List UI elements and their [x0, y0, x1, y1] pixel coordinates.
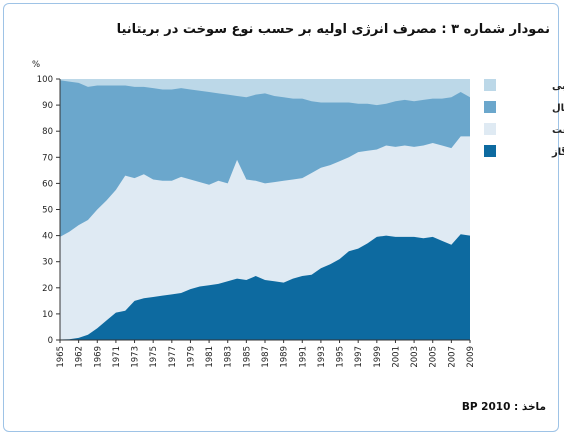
x-tick-label: 1981: [205, 346, 215, 368]
x-tick-label: 1995: [336, 346, 346, 368]
x-tick-labels: 1965 1962 1969 1971 1973 1975 1977 1979 1981 1983…: [56, 340, 476, 368]
legend-swatch-gas: [484, 145, 496, 157]
x-tick-label: 1999: [373, 346, 383, 368]
legend-label-oil: نفت: [552, 125, 564, 136]
x-tick-label: 1979: [186, 346, 196, 368]
legend-swatch-nuclear-hydro: [484, 79, 496, 91]
y-tick-label: 80: [42, 127, 53, 137]
y-tick-label: 40: [42, 232, 53, 242]
y-tick-label: 50: [42, 206, 53, 216]
area-gas: [60, 234, 470, 340]
x-tick-label: 1987: [261, 346, 271, 368]
source-note: ماخذ : BP 2010: [461, 401, 546, 413]
y-tick-label: 30: [42, 258, 53, 268]
area-layers: [60, 79, 470, 340]
x-tick-label: 2007: [447, 346, 457, 368]
y-tick-label: 60: [42, 179, 53, 189]
y-tick-label: 0: [48, 336, 53, 346]
x-tick-label: 1971: [112, 346, 122, 368]
y-tick-label: 70: [42, 153, 53, 163]
x-tick-label: 1973: [131, 346, 141, 368]
legend-swatch-oil: [484, 123, 496, 135]
x-tick-label: 2001: [391, 346, 401, 368]
legend-label-gas: گاز: [551, 145, 564, 158]
x-tick-label: 1997: [354, 346, 364, 368]
x-tick-label: 2009: [466, 346, 476, 368]
x-tick-label: 1989: [280, 346, 290, 368]
y-tick-label: 10: [42, 310, 53, 320]
x-tick-label: 1991: [298, 346, 308, 368]
y-tick-labels: 0 10 20 30 40 50 60 70 80 90 100: [37, 75, 60, 346]
x-tick-label: 2005: [429, 346, 439, 368]
x-tick-label: 1977: [168, 346, 178, 368]
x-tick-label: 2003: [410, 346, 420, 368]
y-tick-label: 100: [37, 75, 53, 85]
x-tick-label: 1962: [75, 346, 85, 368]
legend-label-nuclear-hydro: هسته‌ای / آبی: [552, 79, 564, 92]
x-tick-label: 1975: [149, 346, 159, 368]
legend: هسته‌ای / آبی ذغال نفت گاز: [484, 79, 564, 158]
x-tick-label: 1969: [93, 346, 103, 368]
y-tick-label: 20: [42, 284, 53, 294]
x-tick-label: 1983: [224, 346, 234, 368]
legend-swatch-coal: [484, 101, 496, 113]
x-tick-label: 1965: [56, 346, 66, 368]
legend-label-coal: ذغال: [552, 103, 564, 114]
y-tick-label: 90: [42, 101, 53, 111]
x-tick-label: 1985: [242, 346, 252, 368]
x-tick-label: 1993: [317, 346, 327, 368]
chart-title: نمودار شماره ۳ : مصرف انرژی اولیه بر حسب…: [116, 22, 550, 37]
y-axis-label: %: [32, 60, 40, 70]
